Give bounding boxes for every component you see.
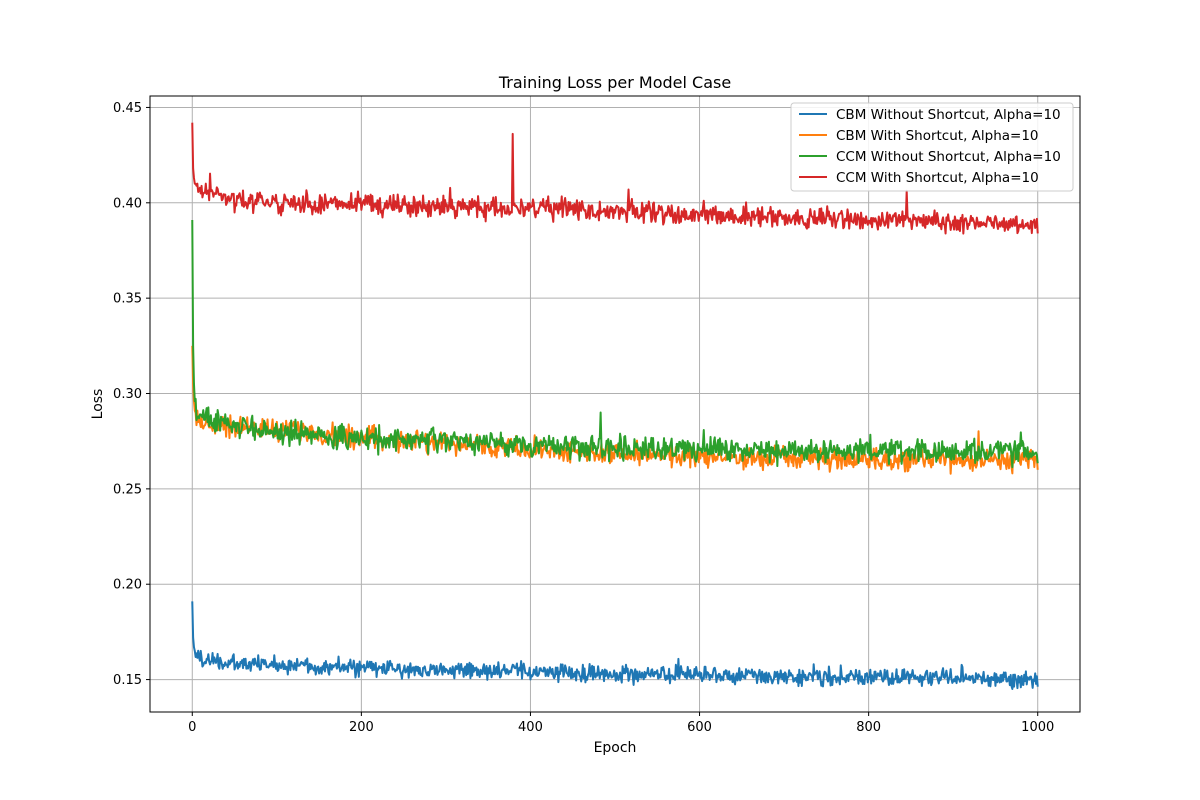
y-tick-label: 0.45 <box>113 101 142 116</box>
x-tick-label: 400 <box>518 720 543 735</box>
y-tick-label: 0.15 <box>113 673 142 688</box>
y-tick-label: 0.35 <box>113 292 142 307</box>
x-tick-label: 800 <box>856 720 881 735</box>
x-tick-label: 200 <box>349 720 374 735</box>
y-tick-label: 0.30 <box>113 387 142 402</box>
plot-area-frame <box>149 95 1081 713</box>
y-tick-label: 0.25 <box>113 482 142 497</box>
y-tick-label: 0.20 <box>113 578 142 593</box>
y-tick-label: 0.40 <box>113 196 142 211</box>
legend-label: CCM Without Shortcut, Alpha=10 <box>836 149 1061 165</box>
series-line-4 <box>191 122 1039 235</box>
series-line-2 <box>191 345 1039 475</box>
series-line-1 <box>191 601 1039 690</box>
x-tick-label: 0 <box>188 720 196 735</box>
plot-series <box>191 122 1039 690</box>
legend: CBM Without Shortcut, Alpha=10 CBM With S… <box>790 102 1074 192</box>
x-tick-label: 600 <box>687 720 712 735</box>
grid <box>150 96 1080 712</box>
legend-label: CBM With Shortcut, Alpha=10 <box>836 128 1039 144</box>
x-tick-label: 1000 <box>1021 720 1054 735</box>
x-axis-label: Epoch <box>594 740 637 756</box>
chart-title: Training Loss per Model Case <box>498 73 731 92</box>
axis-ticks: 0 200 400 600 800 1000 0.15 0.20 0.25 0.30 0.35 0.4… <box>113 101 1054 735</box>
series-line-3 <box>191 219 1039 469</box>
y-axis-label: Loss <box>90 389 106 420</box>
legend-label: CBM Without Shortcut, Alpha=10 <box>836 107 1061 123</box>
legend-label: CCM With Shortcut, Alpha=10 <box>836 170 1039 186</box>
legend-box <box>790 102 1074 192</box>
